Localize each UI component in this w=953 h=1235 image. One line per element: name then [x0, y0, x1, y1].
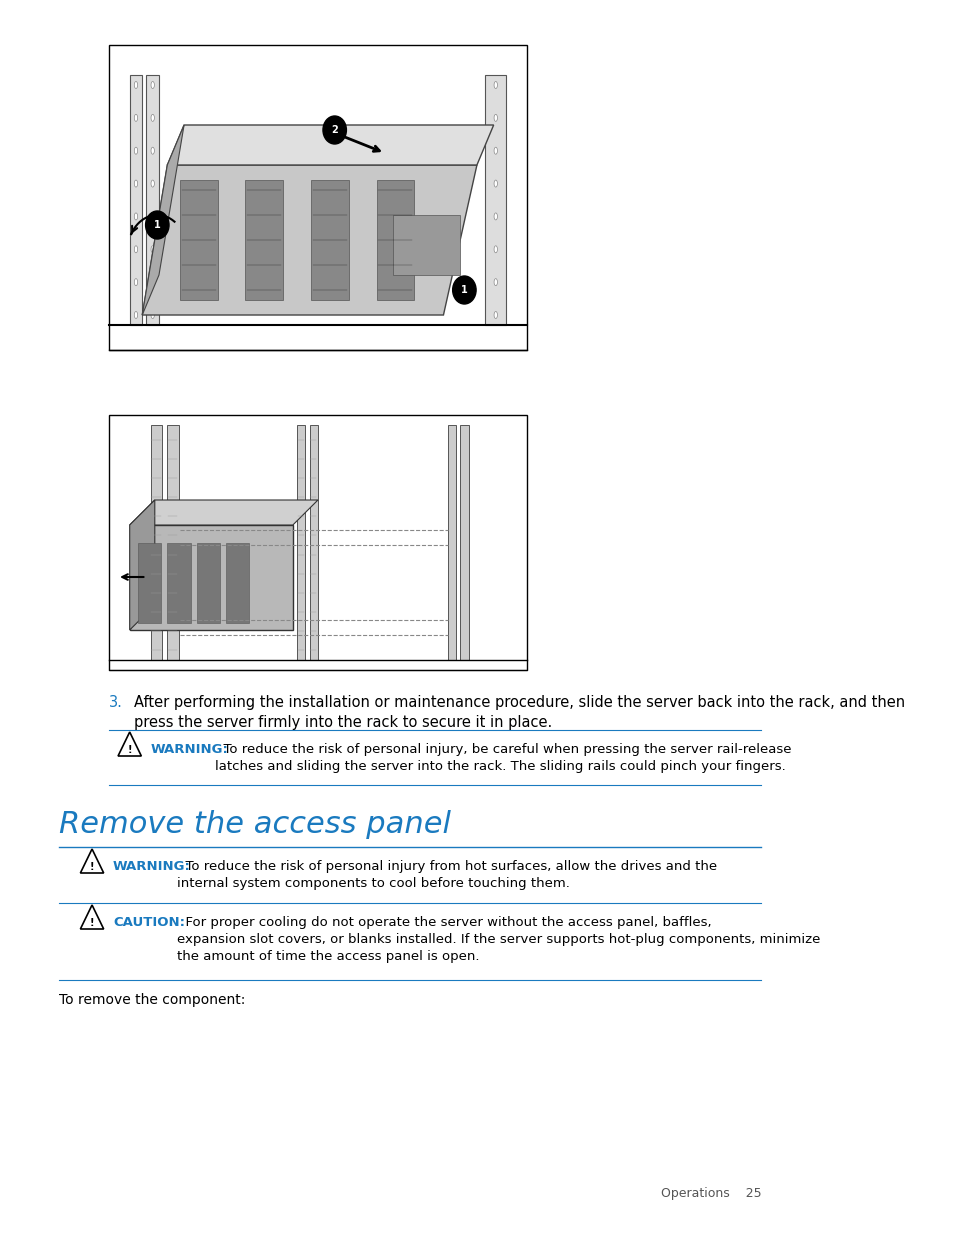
Ellipse shape [134, 82, 137, 89]
Ellipse shape [494, 279, 497, 285]
Text: Remove the access panel: Remove the access panel [58, 810, 450, 839]
Bar [393, 215, 459, 275]
Ellipse shape [134, 246, 137, 253]
Ellipse shape [151, 246, 154, 253]
Bar [447, 425, 456, 659]
Text: CAUTION:: CAUTION: [112, 916, 185, 929]
Text: After performing the installation or maintenance procedure, slide the server bac: After performing the installation or mai… [133, 695, 904, 730]
Ellipse shape [134, 311, 137, 319]
Ellipse shape [151, 212, 154, 220]
Bar [310, 425, 317, 659]
Ellipse shape [134, 279, 137, 285]
Bar [485, 75, 506, 325]
Ellipse shape [494, 246, 497, 253]
Bar [151, 425, 162, 659]
Text: Operations    25: Operations 25 [660, 1187, 760, 1200]
Ellipse shape [494, 115, 497, 121]
Ellipse shape [134, 115, 137, 121]
Bar [146, 75, 159, 325]
Polygon shape [142, 165, 476, 315]
Bar [311, 180, 348, 300]
Ellipse shape [134, 180, 137, 186]
Ellipse shape [151, 279, 154, 285]
Circle shape [452, 275, 476, 304]
Text: For proper cooling do not operate the server without the access panel, baffles,
: For proper cooling do not operate the se… [177, 916, 820, 963]
Text: To reduce the risk of personal injury from hot surfaces, allow the drives and th: To reduce the risk of personal injury fr… [177, 860, 717, 890]
Ellipse shape [494, 82, 497, 89]
Text: 1: 1 [153, 220, 160, 230]
Ellipse shape [494, 147, 497, 154]
Ellipse shape [151, 180, 154, 186]
Text: !: ! [128, 746, 132, 756]
Text: !: ! [90, 919, 94, 929]
Polygon shape [130, 500, 154, 630]
Ellipse shape [494, 180, 497, 186]
Bar [226, 543, 249, 622]
Bar [296, 425, 305, 659]
Polygon shape [167, 125, 493, 165]
Polygon shape [142, 125, 184, 315]
FancyBboxPatch shape [109, 415, 527, 671]
Text: 2: 2 [331, 125, 337, 135]
Ellipse shape [134, 147, 137, 154]
Text: 3.: 3. [109, 695, 123, 710]
Ellipse shape [151, 147, 154, 154]
Bar [180, 180, 217, 300]
Text: !: ! [90, 862, 94, 872]
Bar [245, 180, 283, 300]
Polygon shape [130, 500, 317, 525]
Text: 1: 1 [460, 285, 467, 295]
Bar [459, 425, 468, 659]
Ellipse shape [494, 311, 497, 319]
Text: WARNING:: WARNING: [151, 743, 229, 756]
Bar [376, 180, 414, 300]
Bar [196, 543, 220, 622]
Text: To remove the component:: To remove the component: [58, 993, 245, 1007]
Bar [130, 75, 142, 325]
Circle shape [323, 116, 346, 144]
Ellipse shape [151, 82, 154, 89]
Circle shape [146, 211, 169, 240]
Ellipse shape [151, 115, 154, 121]
Ellipse shape [494, 212, 497, 220]
Text: To reduce the risk of personal injury, be careful when pressing the server rail-: To reduce the risk of personal injury, b… [214, 743, 791, 773]
FancyBboxPatch shape [109, 44, 527, 350]
Ellipse shape [134, 212, 137, 220]
Polygon shape [130, 525, 293, 630]
Ellipse shape [151, 311, 154, 319]
Bar [167, 425, 179, 659]
Bar [167, 543, 191, 622]
Text: WARNING:: WARNING: [112, 860, 191, 873]
Bar [138, 543, 161, 622]
